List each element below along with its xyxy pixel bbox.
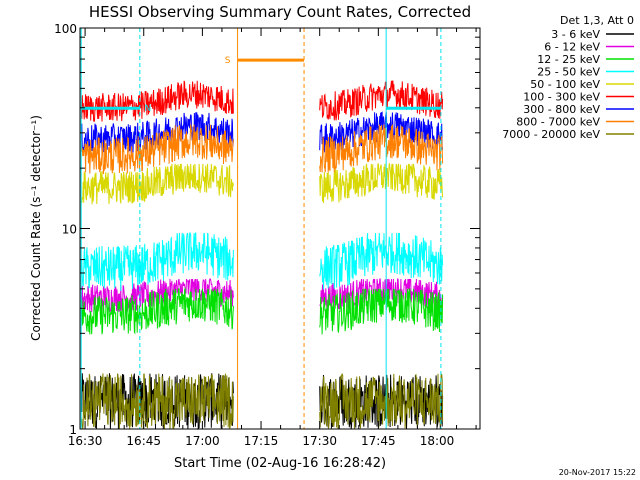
plot-frame bbox=[79, 27, 481, 430]
series-line-8 bbox=[81, 373, 444, 430]
x-tick-label: 16:45 bbox=[126, 434, 161, 448]
y-tick-label: 10 bbox=[62, 223, 77, 237]
flag-label-0: N bbox=[144, 104, 151, 114]
series-line-4 bbox=[81, 163, 444, 205]
legend-item-label: 12 - 25 keV bbox=[537, 53, 600, 66]
series-line-3 bbox=[81, 232, 444, 291]
x-tick-label: 18:00 bbox=[420, 434, 455, 448]
x-axis-label: Start Time (02-Aug-16 16:28:42) bbox=[174, 456, 386, 471]
legend-item-label: 3 - 6 keV bbox=[551, 28, 600, 41]
legend-item-label: 100 - 300 keV bbox=[523, 91, 600, 104]
x-tick-label: 17:00 bbox=[185, 434, 220, 448]
y-axis-label: Corrected Count Rate (s⁻¹ detector⁻¹) bbox=[29, 115, 43, 341]
legend-item-label: 6 - 12 keV bbox=[544, 41, 600, 54]
legend-item-label: 7000 - 20000 keV bbox=[502, 128, 600, 141]
y-tick-label: 100 bbox=[54, 22, 77, 36]
legend-title: Det 1,3, Att 0 bbox=[560, 14, 634, 27]
x-tick-label: 17:45 bbox=[361, 434, 396, 448]
legend-item-label: 25 - 50 keV bbox=[537, 66, 600, 79]
x-tick-label: 17:30 bbox=[302, 434, 337, 448]
footer-timestamp: 20-Nov-2017 15:22 bbox=[559, 468, 636, 477]
flag-label-1: S bbox=[225, 56, 231, 66]
legend-item-label: 50 - 100 keV bbox=[530, 78, 600, 91]
x-tick-label: 17:15 bbox=[244, 434, 279, 448]
series-line-5 bbox=[81, 80, 444, 122]
series-line-7 bbox=[81, 124, 444, 175]
legend-item-label: 800 - 7000 keV bbox=[516, 116, 600, 129]
y-tick-label: 1 bbox=[69, 423, 77, 437]
x-tick-label: 16:30 bbox=[68, 434, 103, 448]
series-line-2 bbox=[81, 287, 444, 335]
legend-item-label: 300 - 800 keV bbox=[523, 103, 600, 116]
chart-title: HESSI Observing Summary Count Rates, Cor… bbox=[89, 3, 471, 21]
